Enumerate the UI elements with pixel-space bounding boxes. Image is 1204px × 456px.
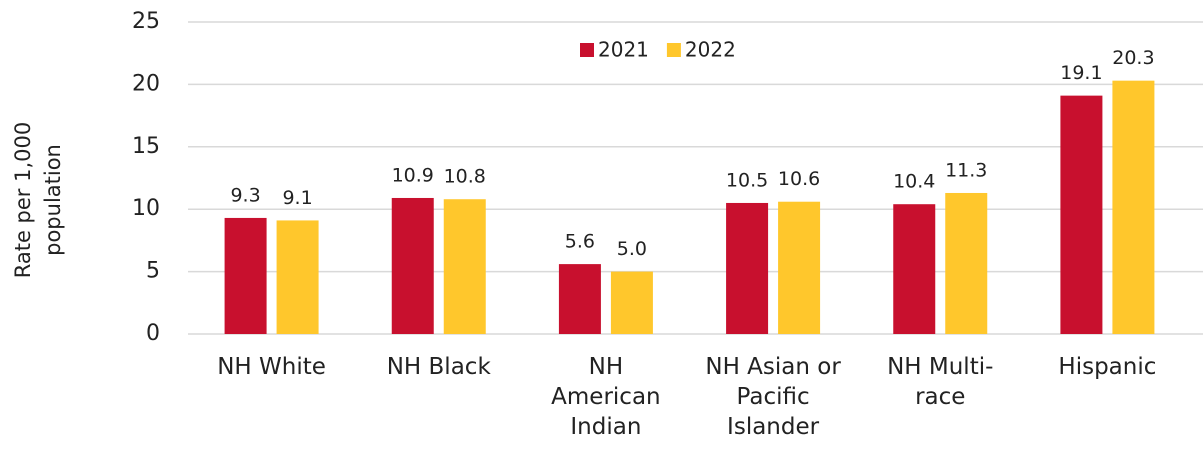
legend-swatch (580, 43, 594, 57)
data-label: 11.3 (945, 159, 987, 181)
x-tick-label: NH White (217, 354, 326, 380)
data-label: 9.1 (282, 187, 312, 209)
y-tick-label: 10 (132, 196, 160, 221)
bar (224, 217, 267, 334)
y-tick-label: 15 (132, 134, 160, 159)
data-label: 19.1 (1060, 62, 1102, 84)
data-label: 9.3 (230, 184, 260, 206)
data-label: 5.6 (565, 231, 595, 253)
bar (1112, 80, 1155, 334)
x-tick-label: Hispanic (1058, 354, 1157, 380)
legend-label: 2022 (685, 38, 736, 62)
legend-swatch (666, 43, 681, 57)
bar (1060, 95, 1103, 334)
bar (558, 264, 601, 334)
bar (391, 197, 434, 334)
bar (443, 199, 486, 334)
bar (610, 271, 653, 334)
legend-label: 2021 (598, 38, 649, 62)
y-tick-label: 20 (132, 71, 160, 96)
data-label: 10.5 (726, 169, 768, 191)
data-label: 10.8 (444, 166, 486, 188)
bar (726, 202, 769, 334)
bar (893, 204, 936, 334)
bar (778, 201, 821, 334)
y-tick-label: 0 (146, 321, 160, 346)
data-label: 10.6 (778, 168, 820, 190)
bar (945, 192, 988, 334)
x-tick-label: NH Asian or Pacific Islander (705, 354, 841, 440)
x-tick-label: NH American Indian (551, 354, 661, 440)
y-axis-title: Rate per 1,000 population (11, 121, 65, 279)
data-label: 10.9 (392, 164, 434, 186)
x-tick-label: NH Black (386, 354, 491, 380)
x-tick-label: NH Multi-race (887, 354, 994, 410)
y-tick-label: 25 (132, 9, 160, 34)
data-label: 20.3 (1112, 47, 1154, 69)
bar (276, 220, 319, 334)
data-label: 5.0 (617, 238, 647, 260)
data-label: 10.4 (893, 171, 935, 193)
y-tick-label: 5 (146, 259, 160, 284)
